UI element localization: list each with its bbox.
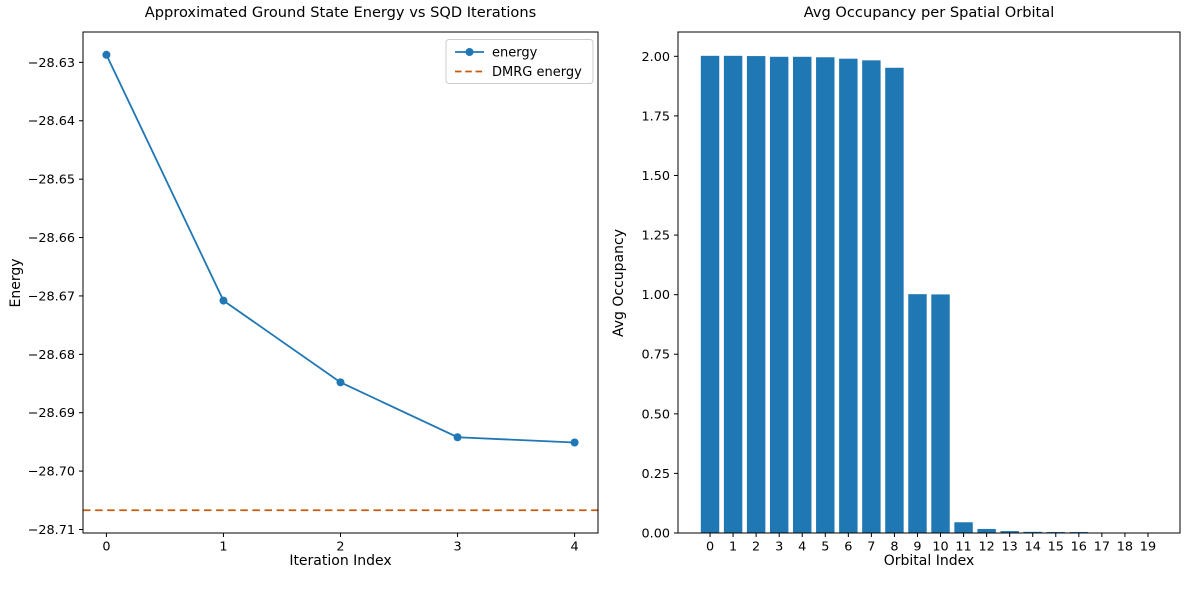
- legend-label: energy: [492, 46, 538, 61]
- x-tick-label: 6: [844, 540, 852, 555]
- y-tick-label: 2.00: [642, 50, 671, 65]
- bar-orbital-1: [723, 55, 743, 533]
- y-tick-label: 1.00: [642, 288, 671, 303]
- y-tick-label: 1.75: [642, 109, 671, 124]
- energy-point-0: [102, 50, 111, 59]
- bar-orbital-6: [839, 58, 858, 533]
- x-tick-label: 11: [955, 540, 971, 555]
- energy-point-2: [336, 378, 345, 387]
- y-tick-label: −28.63: [28, 56, 75, 71]
- energy-point-1: [219, 296, 228, 305]
- x-tick-label: 0: [102, 540, 110, 555]
- y-tick-label: −28.65: [28, 173, 75, 188]
- legend-label: DMRG energy: [492, 65, 582, 80]
- energy-point-3: [453, 433, 462, 442]
- y-tick-label: −28.68: [28, 348, 75, 363]
- right-chart-title: Avg Occupancy per Spatial Orbital: [803, 4, 1055, 21]
- x-tick-label: 12: [978, 540, 994, 555]
- x-tick-label: 4: [571, 540, 579, 555]
- y-tick-label: −28.64: [28, 114, 75, 129]
- bar-orbital-14: [1023, 531, 1042, 533]
- energy-point-4: [570, 438, 579, 447]
- x-tick-label: 16: [1071, 540, 1087, 555]
- y-tick-label: −28.69: [28, 406, 75, 421]
- bar-orbital-3: [769, 56, 789, 533]
- y-tick-label: −28.70: [28, 465, 75, 480]
- axes-spines: [82, 31, 599, 534]
- x-tick-label: 0: [706, 540, 714, 555]
- x-tick-label: 4: [798, 540, 806, 555]
- axes-spines: [677, 31, 1181, 534]
- x-tick-label: 9: [913, 540, 921, 555]
- x-tick-label: 1: [729, 540, 737, 555]
- y-tick-label: 0.50: [642, 407, 671, 422]
- bar-orbital-9: [908, 294, 927, 533]
- x-tick-label: 3: [453, 540, 461, 555]
- y-tick-label: −28.66: [28, 231, 75, 246]
- x-tick-label: 3: [775, 540, 783, 555]
- x-tick-label: 2: [336, 540, 344, 555]
- x-tick-label: 7: [867, 540, 875, 555]
- y-tick-label: 0.75: [642, 348, 671, 363]
- y-tick-label: 1.25: [642, 229, 671, 244]
- bar-orbital-12: [977, 528, 996, 533]
- x-tick-label: 8: [890, 540, 898, 555]
- legend-marker-icon: [465, 48, 474, 56]
- bar-orbital-0: [700, 55, 720, 533]
- bar-orbital-2: [746, 56, 766, 533]
- y-tick-label: −28.67: [28, 289, 75, 304]
- left-chart-xlabel: Iteration Index: [289, 553, 392, 569]
- y-tick-label: 0.25: [642, 467, 671, 482]
- bar-orbital-4: [793, 56, 812, 533]
- x-tick-label: 14: [1025, 540, 1041, 555]
- x-tick-label: 15: [1048, 540, 1064, 555]
- bar-orbital-10: [931, 294, 950, 533]
- y-tick-label: 0.00: [642, 526, 671, 541]
- y-tick-label: 1.50: [642, 169, 671, 184]
- x-tick-label: 17: [1094, 540, 1110, 555]
- left-chart-ylabel: Energy: [8, 258, 24, 308]
- right-chart-ylabel: Avg Occupancy: [611, 228, 627, 337]
- x-tick-label: 2: [752, 540, 760, 555]
- x-tick-label: 13: [1002, 540, 1018, 555]
- x-tick-label: 5: [821, 540, 829, 555]
- bar-orbital-7: [862, 60, 881, 534]
- right-chart-xlabel: Orbital Index: [883, 553, 975, 569]
- x-tick-label: 18: [1117, 540, 1133, 555]
- y-tick-label: −28.71: [28, 523, 75, 538]
- bar-orbital-8: [885, 67, 904, 533]
- x-tick-label: 10: [932, 540, 948, 555]
- legend-box: [445, 39, 594, 84]
- bar-orbital-11: [954, 522, 973, 533]
- left-chart-title: Approximated Ground State Energy vs SQD …: [144, 4, 537, 21]
- bar-orbital-5: [816, 57, 835, 533]
- x-tick-label: 1: [219, 540, 227, 555]
- bar-orbital-13: [1000, 531, 1019, 533]
- x-tick-label: 19: [1140, 540, 1156, 555]
